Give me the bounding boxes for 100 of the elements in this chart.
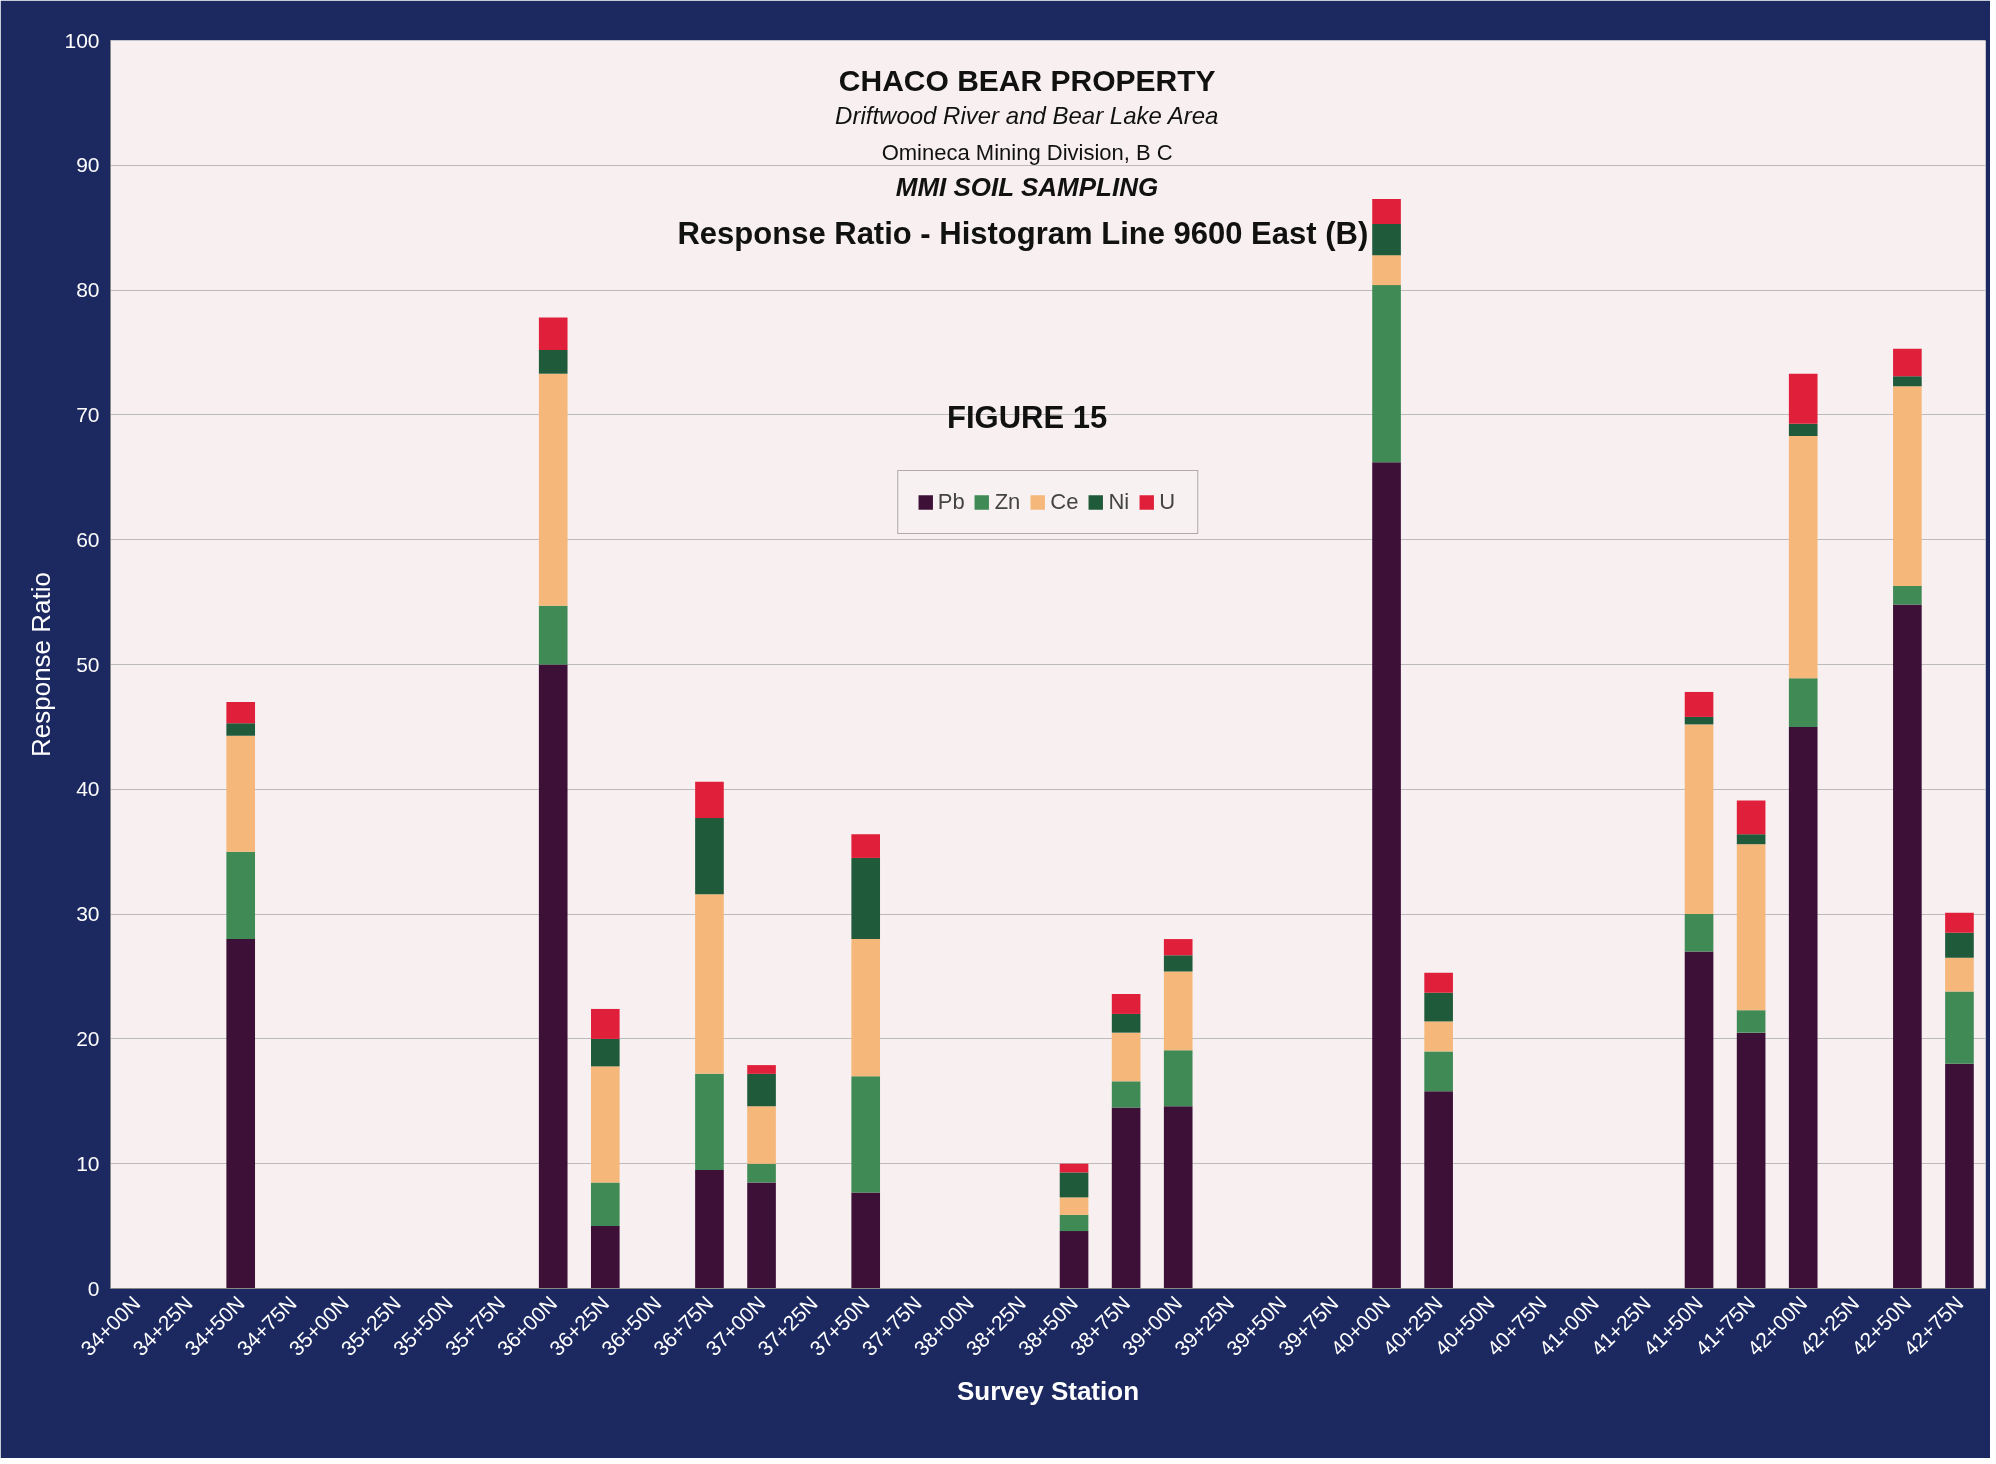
bar (1424, 972, 1453, 993)
bar (538, 373, 568, 606)
bar (1684, 951, 1714, 1289)
bar (1788, 726, 1818, 1289)
annotation: Omineca Mining Division, B C (881, 140, 1173, 166)
bar (1736, 1010, 1766, 1033)
bar (538, 605, 568, 665)
bar (1059, 1172, 1089, 1198)
bar (1163, 1106, 1193, 1289)
bar (695, 1073, 724, 1170)
bar (1372, 199, 1401, 224)
bar (1424, 1051, 1453, 1092)
bar (747, 1073, 776, 1107)
annotation: Response Ratio - Histogram Line 9600 East (B) (677, 216, 1369, 252)
bar (538, 350, 568, 374)
bar (1424, 1091, 1453, 1289)
y-tick-label: 10 (76, 1151, 100, 1175)
bar (1424, 1021, 1453, 1052)
bar (590, 1182, 620, 1227)
bar (695, 781, 724, 818)
bar (590, 1066, 620, 1183)
bar (1372, 462, 1401, 1289)
bar (1424, 992, 1453, 1022)
bar (1372, 285, 1401, 463)
y-tick-label: 70 (76, 402, 100, 426)
bar (747, 1106, 776, 1164)
bar (226, 723, 256, 736)
y-tick-label: 0 (87, 1276, 100, 1300)
bar (1163, 1050, 1193, 1107)
bar (1684, 724, 1714, 915)
bar (1059, 1197, 1089, 1215)
y-axis-title: Response Ratio (26, 572, 57, 757)
bar (1945, 912, 1974, 933)
y-tick-label: 50 (76, 652, 100, 676)
legend-label: Pb (937, 489, 965, 515)
bar (747, 1065, 776, 1074)
y-tick-label: 90 (76, 153, 100, 177)
annotation: FIGURE 15 (947, 399, 1108, 435)
bar (1893, 348, 1922, 377)
bar (851, 1192, 881, 1289)
bar (226, 939, 256, 1289)
bar (1372, 223, 1401, 256)
bar (1893, 376, 1922, 387)
bar (851, 857, 881, 940)
bar (1788, 436, 1818, 679)
y-tick-label: 60 (76, 527, 100, 551)
bar (226, 851, 256, 940)
bar (747, 1182, 776, 1289)
y-tick-label: 80 (76, 278, 100, 302)
bar (1111, 1081, 1141, 1108)
bar (1945, 991, 1974, 1064)
bar (1059, 1163, 1089, 1173)
bar (851, 939, 881, 1077)
bar (1893, 386, 1922, 586)
x-axis-title: Survey Station (956, 1376, 1140, 1407)
bar (538, 317, 568, 350)
bar (1736, 800, 1766, 835)
bar (226, 701, 256, 724)
legend-label: Zn (994, 489, 1021, 515)
bar (695, 1169, 724, 1289)
legend-label: Ni (1108, 489, 1130, 515)
y-tick-label: 20 (76, 1026, 100, 1050)
bar (1163, 955, 1193, 972)
y-tick-label: 100 (64, 28, 100, 52)
y-tick-label: 40 (76, 777, 100, 801)
bar (1111, 1107, 1141, 1289)
bar (590, 1038, 620, 1067)
bar (1111, 1013, 1141, 1033)
bar (1059, 1214, 1089, 1232)
bar (1893, 585, 1922, 605)
bar (590, 1008, 620, 1039)
y-tick-label: 30 (76, 902, 100, 926)
text: CHACO BEAR PROPERTY (838, 63, 1216, 97)
bar (226, 735, 256, 852)
bar (1893, 604, 1922, 1289)
bar (1684, 914, 1714, 952)
bar (1684, 691, 1714, 717)
legend-label: U (1159, 489, 1177, 515)
bar (1945, 1063, 1974, 1289)
bar (1788, 678, 1818, 727)
bar (1788, 423, 1818, 437)
bar (1111, 1032, 1141, 1082)
bar (590, 1226, 620, 1289)
bar (695, 894, 724, 1074)
bar (695, 818, 724, 895)
bar (1736, 834, 1766, 845)
bar (1111, 993, 1141, 1014)
bar (851, 834, 881, 858)
bar (1163, 971, 1193, 1051)
bar (851, 1076, 881, 1193)
bar (1736, 844, 1766, 1011)
bar (1788, 373, 1818, 424)
text: Driftwood River and Bear Lake Area (835, 101, 1219, 129)
bar (747, 1163, 776, 1183)
bar (1163, 939, 1193, 956)
annotation: MMI SOIL SAMPLING (895, 171, 1159, 202)
bar (1059, 1231, 1089, 1289)
bar (1684, 716, 1714, 725)
bar (1945, 932, 1974, 958)
bar (538, 664, 568, 1289)
